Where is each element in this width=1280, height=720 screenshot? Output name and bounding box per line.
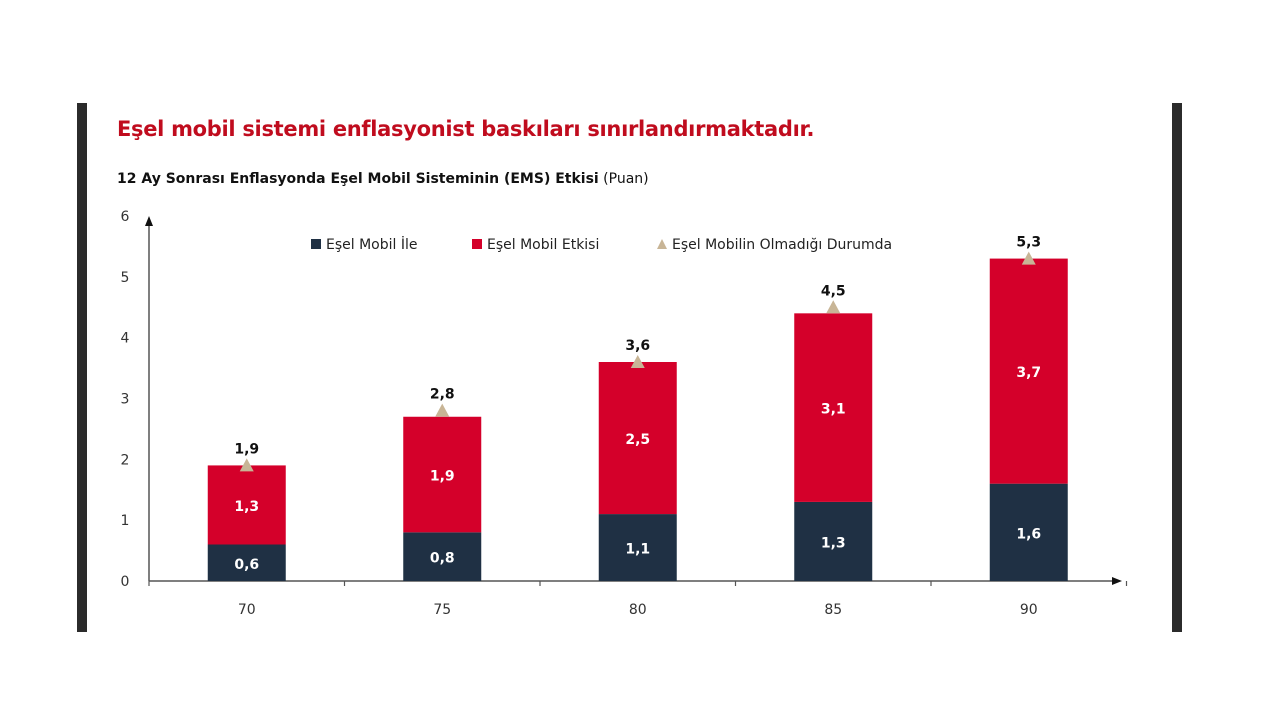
triangle-marker [1021,251,1036,265]
data-label-total: 3,6 [625,338,650,354]
legend-swatch-esel-mobil-etkisi [472,239,482,249]
bar-esel-mobil-etkisi [403,416,482,533]
x-tick-label: 70 [238,602,256,618]
bar-esel-mobil-ile [403,532,482,581]
y-axis-arrow [145,216,153,226]
data-label-total: 2,8 [430,387,455,403]
bar-esel-mobil-etkisi [794,313,873,502]
y-tick-label: 5 [121,270,130,286]
y-tick-label: 4 [121,331,130,347]
x-tick-label: 75 [433,602,451,618]
x-tick-label: 80 [629,602,647,618]
data-label-total: 1,9 [234,441,259,457]
triangle-marker [826,300,841,314]
x-tick-label: 90 [1020,602,1038,618]
bar-esel-mobil-ile [598,514,677,581]
chart-subtitle: 12 Ay Sonrası Enflasyonda Eşel Mobil Sis… [117,171,649,187]
bar-esel-mobil-ile [794,501,873,581]
triangle-marker [239,458,254,472]
y-tick-label: 2 [121,452,130,468]
page-title: Eşel mobil sistemi enflasyonist baskılar… [117,117,815,141]
data-label-esel-mobil-etkisi: 1,9 [430,469,455,485]
y-tick-label: 3 [121,392,130,408]
data-label-esel-mobil-etkisi: 2,5 [625,432,650,448]
legend-swatch-esel-mobil-ile [311,239,321,249]
y-tick-label: 0 [121,574,130,590]
legend-label: Eşel Mobilin Olmadığı Durumda [672,237,892,253]
triangle-marker [630,355,645,368]
y-tick-label: 1 [121,513,130,529]
chart-subtitle-main: 12 Ay Sonrası Enflasyonda Eşel Mobil Sis… [117,171,599,187]
left-border-bar [77,103,87,632]
data-label-esel-mobil-ile: 1,1 [625,542,650,558]
legend-label: Eşel Mobil Etkisi [487,237,599,253]
data-label-esel-mobil-etkisi: 3,7 [1016,365,1041,381]
bar-esel-mobil-etkisi [207,465,286,545]
bar-esel-mobil-etkisi [598,362,677,515]
bar-esel-mobil-ile [207,544,286,581]
data-label-esel-mobil-ile: 0,6 [234,557,259,573]
data-label-esel-mobil-etkisi: 3,1 [821,402,846,418]
data-label-esel-mobil-ile: 1,6 [1016,526,1041,542]
right-border-bar [1172,103,1182,632]
data-label-total: 4,5 [821,283,846,299]
data-label-esel-mobil-ile: 0,8 [430,551,455,567]
x-axis-arrow [1112,577,1122,585]
data-label-esel-mobil-ile: 1,3 [821,535,846,551]
bar-esel-mobil-etkisi [989,258,1068,484]
chart-unit: (Puan) [603,171,649,187]
bar-esel-mobil-ile [989,483,1068,581]
x-tick-label: 85 [824,602,842,618]
data-label-esel-mobil-etkisi: 1,3 [234,499,259,515]
legend-label: Eşel Mobil İle [326,235,418,253]
triangle-marker [435,403,450,417]
data-label-total: 5,3 [1016,235,1041,251]
y-tick-label: 6 [121,209,130,225]
legend-triangle-icon [657,239,667,249]
